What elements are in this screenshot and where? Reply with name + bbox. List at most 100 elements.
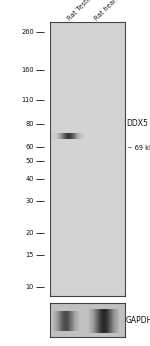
Bar bbox=[80, 133, 81, 139]
Text: GAPDH: GAPDH bbox=[126, 316, 150, 325]
Bar bbox=[84, 133, 85, 139]
Bar bbox=[114, 309, 115, 333]
Bar bbox=[102, 309, 103, 333]
Bar bbox=[81, 133, 82, 139]
Bar bbox=[53, 133, 54, 139]
Bar bbox=[97, 309, 98, 333]
Text: 110: 110 bbox=[22, 97, 34, 102]
Bar bbox=[54, 311, 55, 331]
Bar bbox=[106, 309, 107, 333]
Bar bbox=[75, 133, 76, 139]
Bar bbox=[76, 133, 77, 139]
Bar bbox=[57, 311, 58, 331]
Bar bbox=[60, 311, 61, 331]
Bar bbox=[72, 311, 73, 331]
Bar bbox=[94, 309, 95, 333]
Bar bbox=[113, 309, 114, 333]
Bar bbox=[67, 133, 68, 139]
Bar bbox=[111, 309, 112, 333]
Bar bbox=[76, 311, 77, 331]
Bar bbox=[82, 133, 83, 139]
Text: 50: 50 bbox=[26, 158, 34, 164]
Bar bbox=[72, 133, 73, 139]
Bar bbox=[54, 133, 55, 139]
Bar bbox=[93, 309, 94, 333]
Bar bbox=[112, 309, 113, 333]
Bar bbox=[52, 311, 53, 331]
Text: ~ 69 kDa: ~ 69 kDa bbox=[127, 145, 150, 151]
Bar bbox=[75, 311, 76, 331]
Bar bbox=[58, 133, 59, 139]
Bar bbox=[78, 311, 79, 331]
Bar bbox=[104, 309, 105, 333]
Bar bbox=[89, 309, 90, 333]
Bar bbox=[96, 309, 97, 333]
Text: 20: 20 bbox=[26, 230, 34, 236]
Bar bbox=[60, 133, 61, 139]
Bar bbox=[62, 311, 63, 331]
Bar bbox=[57, 133, 58, 139]
Bar bbox=[59, 311, 60, 331]
Bar bbox=[69, 133, 70, 139]
Bar bbox=[101, 309, 102, 333]
Text: 40: 40 bbox=[26, 175, 34, 182]
Text: 30: 30 bbox=[26, 198, 34, 204]
Text: 15: 15 bbox=[26, 252, 34, 258]
Bar bbox=[79, 133, 80, 139]
Text: 80: 80 bbox=[26, 121, 34, 127]
Bar bbox=[95, 309, 96, 333]
Bar bbox=[66, 311, 67, 331]
Bar bbox=[118, 309, 119, 333]
Bar bbox=[68, 311, 69, 331]
Bar bbox=[107, 309, 108, 333]
Bar bbox=[118, 309, 119, 333]
Bar bbox=[100, 309, 101, 333]
Bar bbox=[62, 133, 63, 139]
Bar bbox=[90, 309, 91, 333]
Bar bbox=[56, 133, 57, 139]
Bar bbox=[67, 311, 68, 331]
Bar bbox=[53, 311, 54, 331]
Bar bbox=[59, 133, 60, 139]
Text: Rat Testis: Rat Testis bbox=[66, 0, 93, 22]
Text: DDX5: DDX5 bbox=[127, 119, 148, 128]
Bar bbox=[83, 133, 84, 139]
Bar bbox=[98, 309, 99, 333]
Bar bbox=[77, 311, 78, 331]
Text: Rat heart: Rat heart bbox=[93, 0, 119, 22]
Bar bbox=[110, 309, 111, 333]
Bar bbox=[109, 309, 110, 333]
Text: 160: 160 bbox=[21, 67, 34, 73]
Bar bbox=[88, 309, 89, 333]
Text: 60: 60 bbox=[26, 144, 34, 150]
Bar bbox=[61, 311, 62, 331]
Bar bbox=[68, 133, 69, 139]
Bar bbox=[74, 311, 75, 331]
Bar bbox=[63, 311, 64, 331]
Bar bbox=[69, 311, 70, 331]
Bar bbox=[66, 133, 67, 139]
Bar bbox=[65, 311, 66, 331]
Bar bbox=[99, 309, 100, 333]
Bar bbox=[52, 133, 53, 139]
Text: 260: 260 bbox=[21, 29, 34, 35]
Bar bbox=[64, 133, 65, 139]
Bar bbox=[64, 311, 65, 331]
Bar bbox=[78, 133, 79, 139]
Bar bbox=[91, 309, 92, 333]
Bar bbox=[71, 133, 72, 139]
Bar bbox=[115, 309, 116, 333]
Bar bbox=[74, 133, 75, 139]
Bar bbox=[71, 311, 72, 331]
Bar bbox=[63, 133, 64, 139]
Bar bbox=[73, 311, 74, 331]
Bar bbox=[70, 311, 71, 331]
Bar bbox=[58, 311, 59, 331]
Text: 10: 10 bbox=[26, 284, 34, 290]
Bar bbox=[103, 309, 104, 333]
Bar bbox=[70, 133, 71, 139]
Bar bbox=[61, 133, 62, 139]
Bar bbox=[73, 133, 74, 139]
Bar bbox=[92, 309, 93, 333]
Bar bbox=[116, 309, 117, 333]
